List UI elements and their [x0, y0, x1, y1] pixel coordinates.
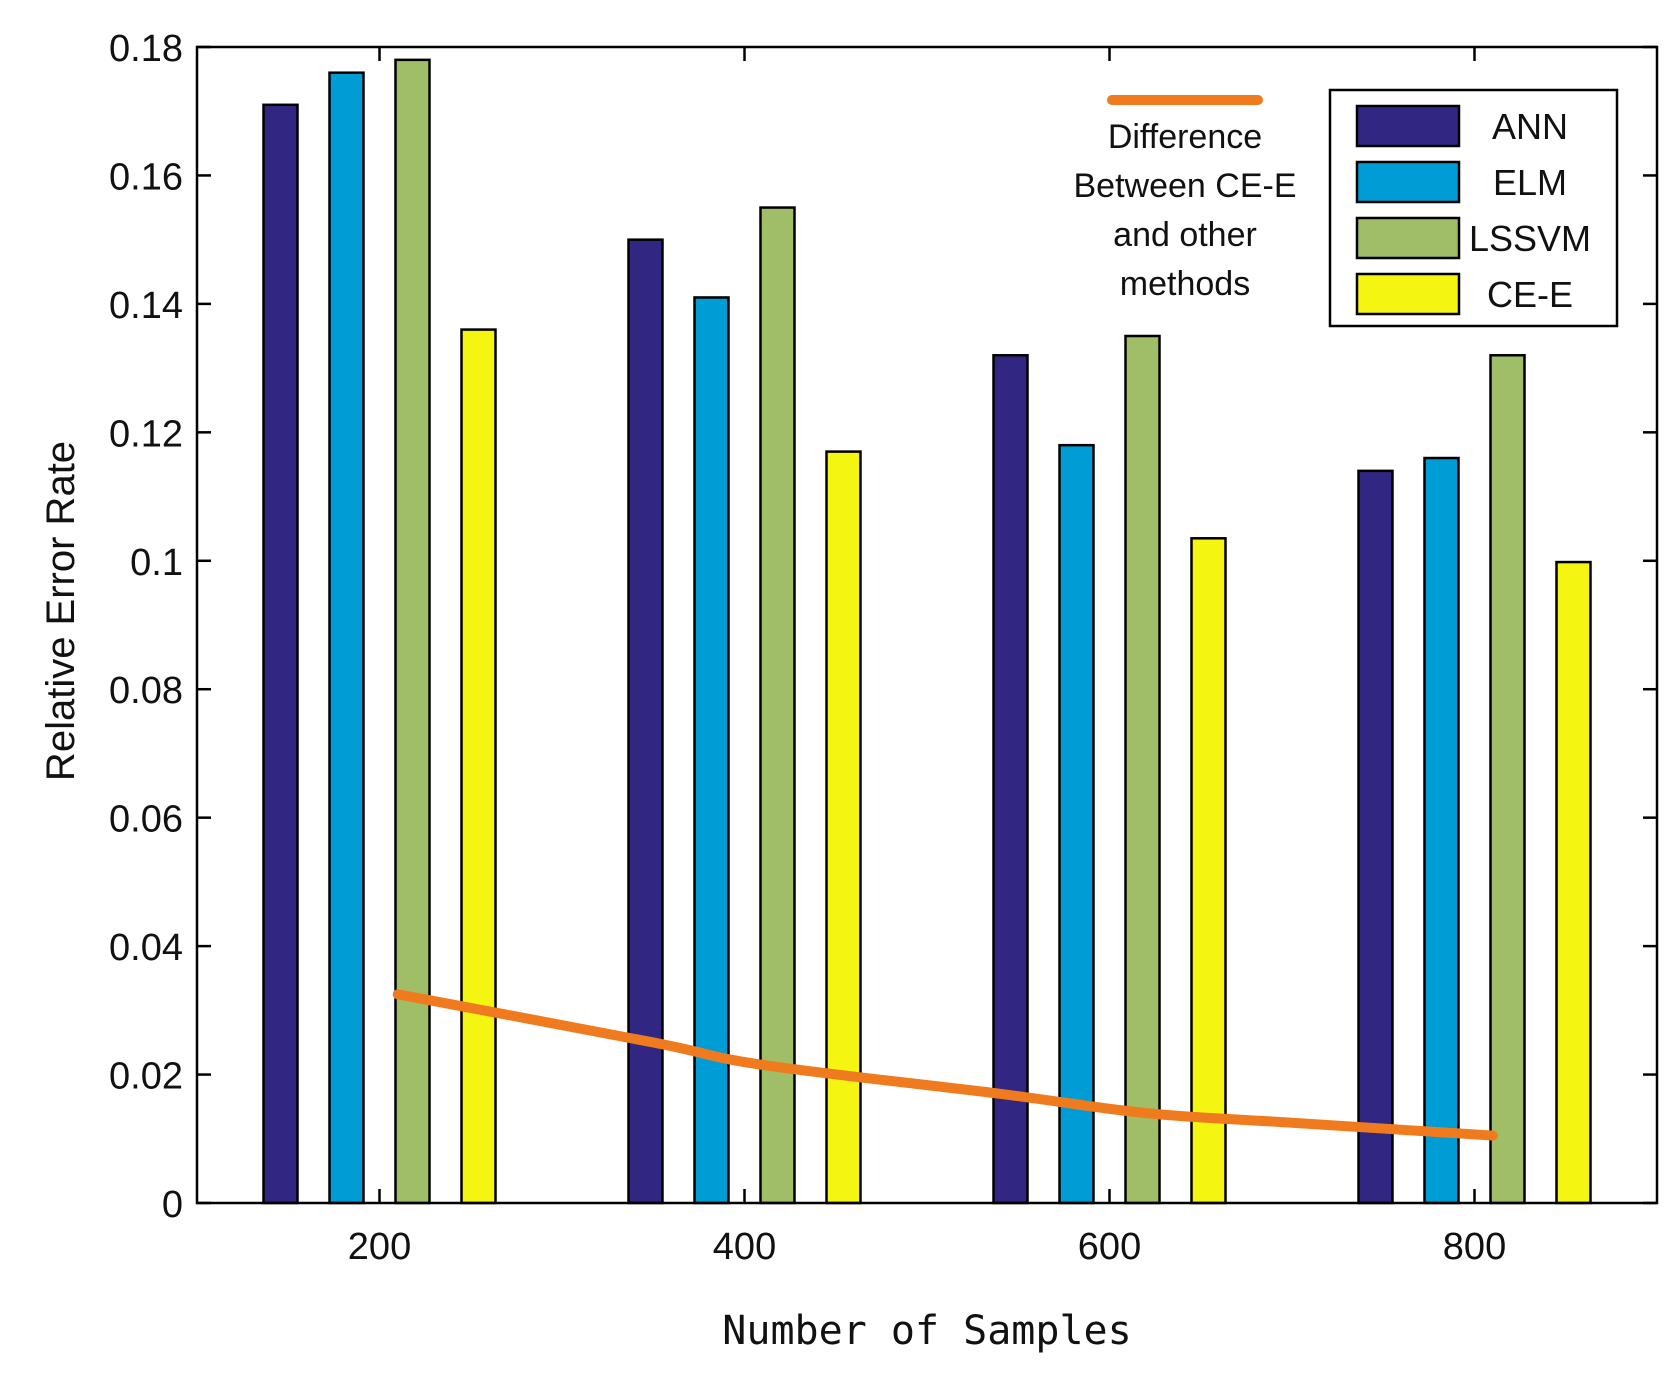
y-axis-title: Relative Error Rate — [39, 441, 83, 781]
bar-lssvm-400 — [759, 206, 796, 1205]
bar-ce-e-200 — [460, 328, 497, 1205]
bar-elm-600 — [1058, 443, 1095, 1205]
x-tick-label-2: 600 — [1078, 1226, 1141, 1268]
annotation-line-4: methods — [1120, 265, 1250, 303]
legend-label-lssvm: LSSVM — [1469, 218, 1591, 259]
legend-swatch-ann — [1355, 104, 1461, 148]
bar-ann-600 — [992, 354, 1029, 1205]
y-tick-label-1: 0.02 — [109, 1056, 183, 1098]
legend-swatch-elm — [1355, 160, 1461, 204]
x-axis-ticks: 200 400 600 800 — [348, 47, 1506, 1268]
bar-ce-e-600 — [1190, 537, 1227, 1205]
legend: ANN ELM LSSVM CE-E — [1328, 88, 1619, 328]
y-tick-label-3: 0.06 — [109, 799, 183, 841]
y-tick-label-8: 0.16 — [109, 156, 183, 198]
y-tick-label-5: 0.1 — [130, 542, 183, 584]
bar-lssvm-600 — [1124, 334, 1161, 1205]
bar-ann-800 — [1357, 469, 1394, 1205]
bar-ann-400 — [627, 238, 664, 1205]
y-tick-label-6: 0.12 — [109, 413, 183, 455]
bar-elm-800 — [1423, 456, 1460, 1205]
y-tick-label-4: 0.08 — [109, 670, 183, 712]
legend-swatch-ce-e — [1355, 272, 1461, 316]
x-tick-label-1: 400 — [713, 1226, 776, 1268]
annotation-line-1: Difference — [1108, 118, 1262, 156]
y-tick-label-7: 0.14 — [109, 285, 183, 327]
bar-ce-e-800 — [1555, 560, 1592, 1205]
bar-elm-400 — [693, 296, 730, 1205]
annotation-line-2: Between CE-E — [1074, 167, 1297, 205]
legend-label-ce-e: CE-E — [1487, 274, 1573, 315]
bar-elm-200 — [328, 71, 365, 1205]
legend-label-ann: ANN — [1492, 106, 1568, 147]
y-tick-label-0: 0 — [162, 1184, 183, 1226]
bar-ce-e-400 — [825, 450, 862, 1205]
plot-area-frame — [195, 45, 1659, 1205]
legend-label-elm: ELM — [1493, 162, 1567, 203]
bar-ann-200 — [262, 103, 299, 1205]
difference-annotation: Difference Between CE-E and other method… — [1074, 95, 1297, 303]
difference-line — [392, 989, 1498, 1141]
difference-line-layer — [392, 989, 1498, 1141]
bar-lssvm-200 — [394, 58, 431, 1205]
legend-swatch-lssvm — [1355, 216, 1461, 260]
bar-lssvm-800 — [1489, 354, 1526, 1205]
x-axis-title: Number of Samples — [722, 1308, 1131, 1354]
annotation-line-3: and other — [1113, 216, 1257, 254]
y-tick-label-2: 0.04 — [109, 927, 183, 969]
x-tick-label-3: 800 — [1443, 1226, 1506, 1268]
y-tick-label-9: 0.18 — [109, 28, 183, 70]
y-axis-ticks: 0 0.02 0.04 0.06 0.08 0.1 0.12 0.14 0.16 0.18 — [109, 28, 1657, 1226]
x-tick-label-0: 200 — [348, 1226, 411, 1268]
